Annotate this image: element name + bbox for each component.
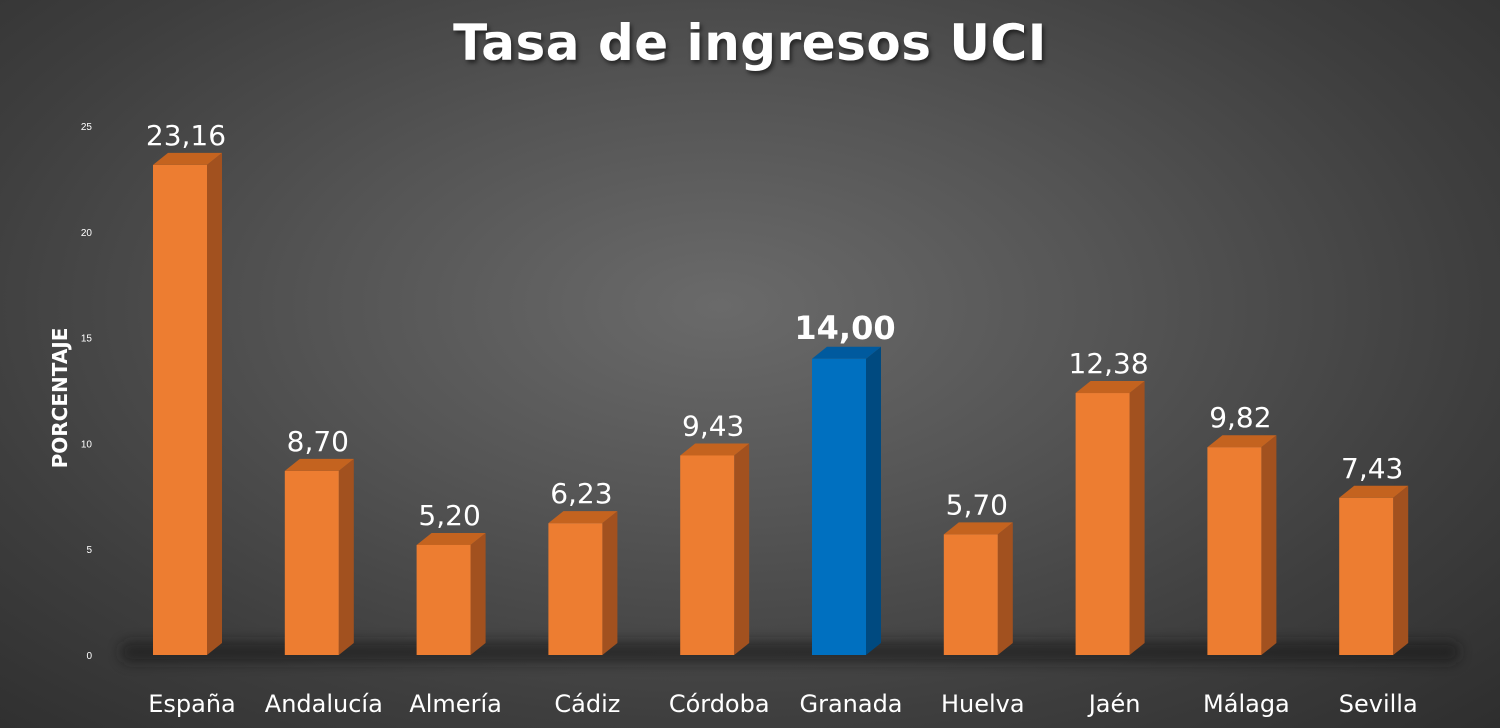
bar-side [734,443,750,655]
x-tick-label: Córdoba [669,690,770,718]
bar-front [680,455,735,655]
data-label: 23,16 [146,119,226,152]
x-tick-label: Almería [409,690,501,718]
bar-side [207,152,222,656]
bar [153,152,222,656]
data-label: 6,23 [550,477,612,510]
x-tick-label: Sevilla [1339,690,1418,718]
bar-top [1339,485,1409,498]
bar-side [1393,485,1409,655]
bar-side [338,458,354,655]
bar [284,458,354,655]
y-tick-label: 10 [81,439,93,450]
chart-title: Tasa de ingresos UCI [453,14,1047,72]
x-tick-label: España [148,690,236,718]
bar-top [284,458,354,471]
bar [943,522,1013,655]
bar [812,346,881,655]
bar-front [1339,497,1394,655]
x-tick-label: Málaga [1203,690,1290,718]
bar-side [997,522,1013,655]
bar-front [548,523,603,655]
x-tick-label: Andalucía [265,690,383,718]
bar-front [1075,393,1130,655]
bar-top [943,522,1013,535]
x-tick-label: Cádiz [554,690,620,718]
bar-front [1207,447,1262,655]
data-label: 5,20 [418,499,480,532]
bar [1339,485,1409,655]
bar-front [812,358,866,655]
x-tick-label: Huelva [941,690,1025,718]
bar [548,511,618,655]
bar-top [1075,381,1145,394]
data-label: 14,00 [794,309,895,347]
bar-side [866,346,881,655]
bar-front [284,470,339,655]
y-tick-label: 15 [81,334,93,345]
bar [1207,435,1277,655]
data-label: 5,70 [946,488,1008,521]
bar-side [1129,381,1145,655]
bar-top [812,346,881,359]
data-label: 9,82 [1209,401,1271,434]
y-tick-label: 25 [81,122,93,133]
bar-side [1261,435,1277,655]
bar [680,443,750,655]
y-tick-label: 0 [86,651,92,662]
bar [1075,381,1145,655]
bar-front [943,534,998,655]
bar-top [153,152,222,165]
bar [416,532,486,655]
bar-front [153,164,207,656]
x-tick-label: Granada [799,690,902,718]
data-label: 12,38 [1069,347,1149,380]
data-label: 9,43 [682,409,744,442]
y-tick-label: 20 [81,228,93,239]
bar-top [680,443,750,456]
bar-front [416,544,471,655]
bar-top [548,511,618,524]
bar-top [416,532,486,545]
data-label: 7,43 [1341,452,1403,485]
data-label: 8,70 [287,425,349,458]
bar-side [602,511,618,655]
y-tick-label: 5 [86,545,92,556]
bar-top [1207,435,1277,448]
x-tick-label: Jaén [1087,690,1141,718]
bar-side [470,532,486,655]
